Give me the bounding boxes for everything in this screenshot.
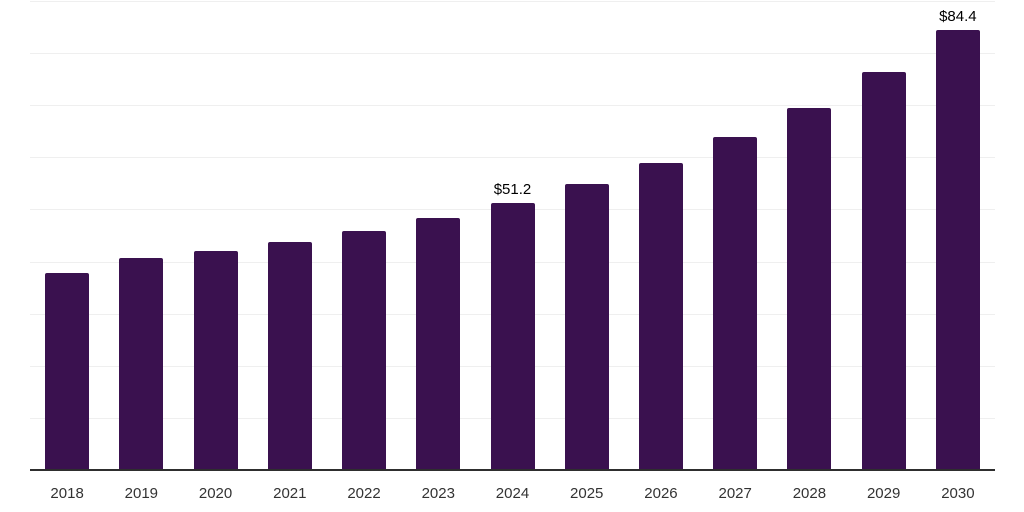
x-axis-line [30,469,995,471]
x-tick-label-2022: 2022 [347,485,381,502]
x-tick-label-2023: 2023 [421,485,455,502]
x-tick-label-2027: 2027 [718,485,752,502]
bar-2020 [193,251,238,469]
x-tick-label-2021: 2021 [273,485,307,502]
gridline-y-70 [30,105,995,107]
bar-2026 [638,163,683,469]
bar-2030 [935,30,980,469]
bar-2028 [787,107,832,469]
x-tick-label-2030: 2030 [941,485,975,502]
bar-2024 [490,203,535,469]
data-label-2030: $84.4 [939,8,977,26]
x-tick-label-2029: 2029 [866,485,901,502]
bar-2021 [267,241,312,469]
bar-2019 [119,258,164,469]
bar-2023 [416,218,461,469]
x-tick-label-2024: 2024 [495,485,530,502]
x-tick-label-2018: 2018 [50,485,84,502]
gridline-y-60 [30,157,995,159]
gridline-y-90 [30,0,995,2]
x-tick-label-2020: 2020 [198,485,233,502]
bar-2027 [713,137,758,469]
x-tick-label-2019: 2019 [124,485,159,502]
gridline-y-80 [30,53,995,55]
bar-2029 [861,71,906,469]
bar-2018 [45,273,90,469]
x-tick-label-2026: 2026 [644,485,678,502]
data-label-2024: $51.2 [493,181,532,199]
x-tick-label-2025: 2025 [570,485,604,502]
bar-2025 [564,184,609,469]
bar-2022 [342,231,387,469]
x-tick-label-2028: 2028 [792,485,827,502]
